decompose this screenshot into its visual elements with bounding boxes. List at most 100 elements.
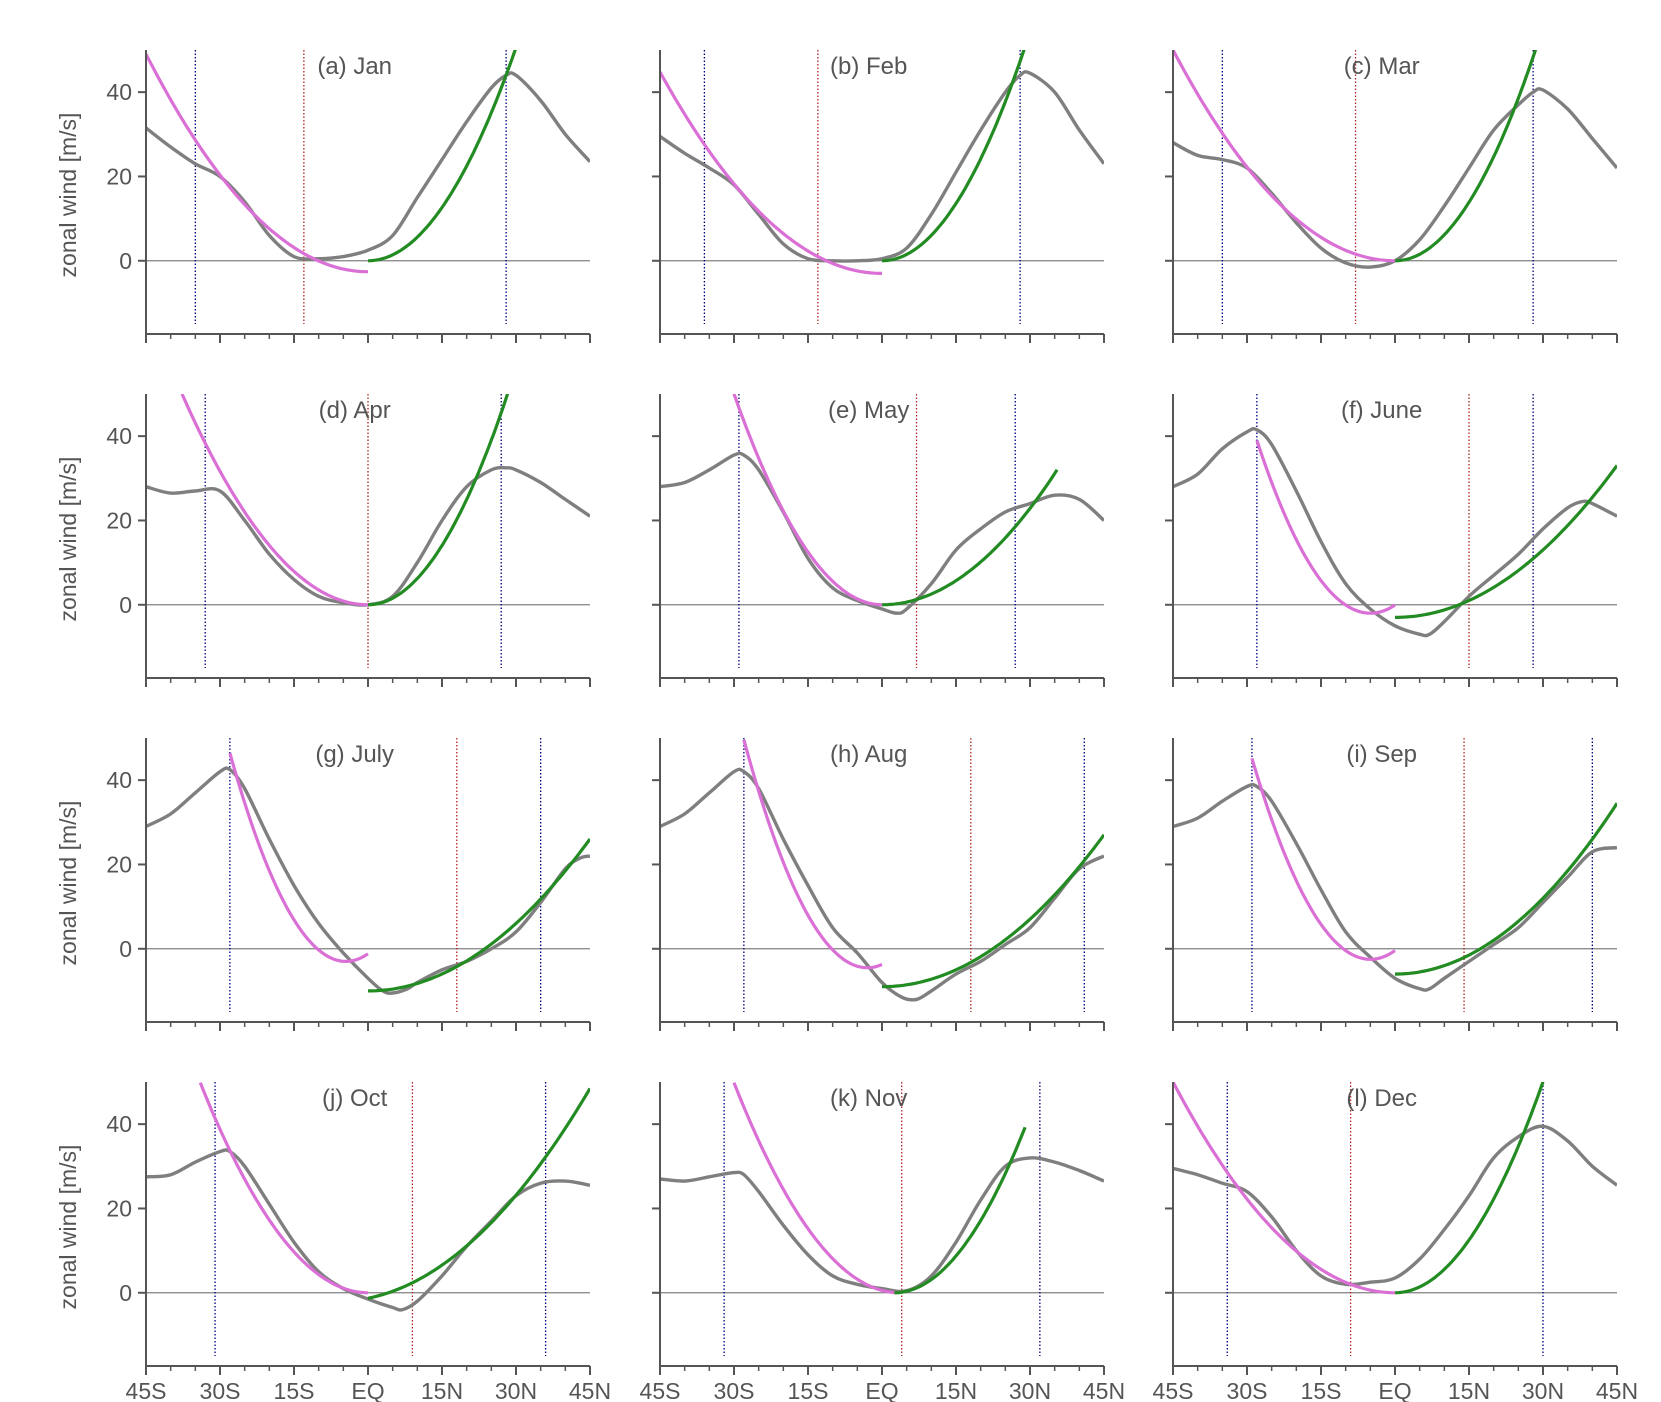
observed-wind-curve — [660, 70, 1104, 263]
plot-area — [1173, 738, 1617, 1012]
y-tick-label: 20 — [106, 1195, 132, 1221]
panel-title: (f) June — [1341, 397, 1422, 424]
sh-fit-curve — [146, 53, 368, 274]
y-axis-title: zonal wind [m/s] — [55, 801, 81, 966]
nh-fit-curve — [1394, 802, 1617, 976]
panel-title: (i) Sep — [1346, 741, 1417, 768]
x-tick-label: 15N — [935, 1378, 977, 1402]
sh-fit-curve — [228, 752, 369, 963]
y-tick-label: 40 — [106, 79, 132, 105]
plot-area — [146, 738, 590, 1012]
sh-fit-curve — [1173, 50, 1396, 263]
x-tick-label: 30S — [714, 1378, 755, 1402]
nh-fit-curve — [1394, 50, 1538, 263]
nh-fit-curve — [894, 1126, 1027, 1295]
sh-fit-curve — [732, 394, 883, 607]
panel-5: (e) May — [652, 394, 1105, 687]
observed-wind-curve — [146, 1148, 590, 1312]
panel-10: 45S 30S 15S EQ 15N 30N 45N 0 20 40 zonal wind [m/s… — [55, 1082, 611, 1402]
plot-area — [146, 394, 590, 668]
x-tick-label: 15N — [1448, 1378, 1490, 1402]
plot-area — [660, 394, 1104, 668]
x-tick-label: 45N — [1083, 1378, 1125, 1402]
y-tick-label: 0 — [119, 1280, 132, 1306]
y-tick-label: 0 — [119, 936, 132, 962]
y-tick-label: 20 — [106, 507, 132, 533]
sh-fit-curve — [660, 71, 882, 275]
nh-fit-curve — [881, 468, 1059, 607]
sh-fit-curve — [732, 1082, 900, 1295]
observed-wind-curve — [1173, 87, 1617, 269]
x-tick-label: 45S — [640, 1378, 681, 1402]
plot-area — [1173, 394, 1617, 668]
observed-wind-curve — [660, 1156, 1104, 1294]
nh-fit-curve — [882, 833, 1104, 989]
observed-wind-curve — [1173, 1124, 1617, 1287]
x-tick-label: 45S — [126, 1378, 167, 1402]
observed-wind-curve — [660, 451, 1104, 615]
panel-12: 45S 30S 15S EQ 15N 30N 45N (l) Dec — [1153, 1082, 1638, 1402]
observed-wind-curve — [1173, 782, 1617, 992]
panel-6: (f) June — [1165, 394, 1618, 687]
x-tick-label: 45N — [1596, 1378, 1638, 1402]
panel-title: (g) July — [315, 741, 394, 768]
panel-title: (j) Oct — [322, 1085, 388, 1112]
panel-title: (a) Jan — [317, 53, 392, 80]
panel-title: (k) Nov — [830, 1085, 907, 1112]
sh-fit-curve — [180, 394, 369, 607]
x-tick-label: 30N — [1522, 1378, 1564, 1402]
nh-fit-curve — [367, 394, 510, 607]
x-tick-label: 15S — [274, 1378, 315, 1402]
y-tick-label: 40 — [106, 423, 132, 449]
x-tick-label: 30N — [1009, 1378, 1051, 1402]
x-tick-label: 45S — [1153, 1378, 1194, 1402]
nh-fit-curve — [881, 50, 1026, 263]
x-tick-label: EQ — [865, 1378, 898, 1402]
plot-area — [146, 1082, 590, 1356]
plot-area — [660, 50, 1104, 324]
sh-fit-curve — [742, 739, 883, 970]
panel-4: 0 20 40 zonal wind [m/s] (d) Apr — [55, 394, 591, 687]
y-tick-label: 20 — [106, 163, 132, 189]
y-axis-title: zonal wind [m/s] — [55, 457, 81, 622]
panel-title: (l) Dec — [1346, 1085, 1417, 1112]
sh-fit-curve — [1255, 439, 1396, 615]
panel-title: (h) Aug — [830, 741, 907, 768]
nh-fit-curve — [1395, 464, 1617, 619]
plot-area — [660, 738, 1104, 1012]
panel-8: (h) Aug — [652, 738, 1105, 1031]
plot-area — [1173, 1082, 1617, 1356]
panel-title: (d) Apr — [319, 397, 391, 424]
y-tick-label: 20 — [106, 851, 132, 877]
panel-11: 45S 30S 15S EQ 15N 30N 45N (k) Nov — [640, 1082, 1125, 1402]
nh-fit-curve — [1394, 1082, 1545, 1295]
panel-2: (b) Feb — [652, 50, 1105, 343]
x-tick-label: 15S — [788, 1378, 829, 1402]
x-tick-label: EQ — [1378, 1378, 1411, 1402]
x-tick-label: 30N — [495, 1378, 537, 1402]
x-tick-label: EQ — [351, 1378, 384, 1402]
nh-fit-curve — [368, 838, 590, 993]
x-tick-label: 45N — [569, 1378, 611, 1402]
panel-1: 0 20 40 zonal wind [m/s] (a) Jan — [55, 50, 591, 343]
sh-fit-curve — [1173, 1082, 1396, 1295]
sh-fit-curve — [198, 1082, 369, 1295]
nh-fit-curve — [367, 50, 517, 263]
x-tick-label: 15S — [1301, 1378, 1342, 1402]
observed-wind-curve — [146, 766, 590, 995]
y-tick-label: 0 — [119, 592, 132, 618]
panel-title: (e) May — [828, 397, 909, 424]
panel-9: (i) Sep — [1165, 738, 1618, 1031]
x-tick-label: 30S — [200, 1378, 241, 1402]
observed-wind-curve — [660, 767, 1104, 1002]
y-tick-label: 40 — [106, 767, 132, 793]
panel-title: (c) Mar — [1344, 53, 1420, 80]
panel-title: (b) Feb — [830, 53, 907, 80]
y-axis-title: zonal wind [m/s] — [55, 1145, 81, 1310]
sh-fit-curve — [1250, 757, 1396, 961]
y-tick-label: 0 — [119, 248, 132, 274]
plot-area — [1173, 50, 1617, 324]
nh-fit-curve — [367, 1087, 590, 1300]
plot-area — [146, 50, 590, 324]
